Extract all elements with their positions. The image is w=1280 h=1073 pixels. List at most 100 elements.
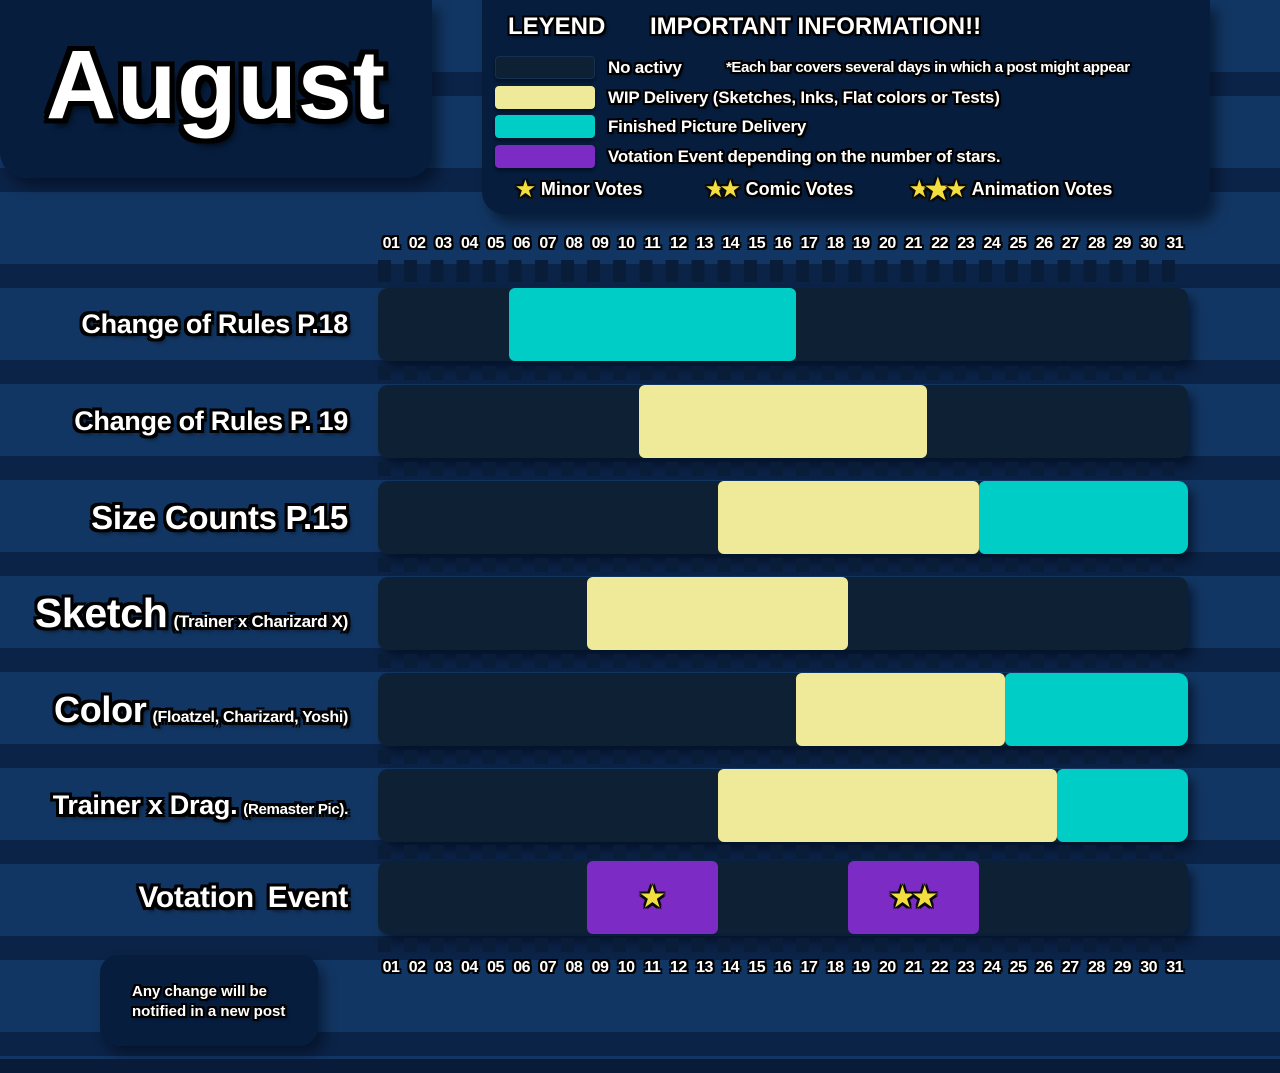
day-number: 17 [800, 959, 818, 976]
row-label-sub: (Floatzel, Charizard, Yoshi) [152, 709, 349, 726]
day-number: 14 [722, 959, 740, 976]
day-number: 05 [487, 959, 504, 976]
day-number: 16 [774, 235, 792, 252]
none-swatch [495, 56, 595, 79]
day-number: 31 [1166, 959, 1184, 976]
day-number: 03 [434, 959, 452, 976]
row-label: Sketch (Trainer x Charizard X) [0, 577, 362, 650]
star-icon: ★ [924, 173, 951, 206]
sprocket-strip [378, 845, 1188, 859]
footer-note-panel: Any change will be notified in a new pos… [100, 955, 318, 1046]
day-number: 27 [1061, 959, 1079, 976]
day-number: 19 [852, 959, 870, 976]
row-label-sub: (Remaster Pic). [243, 801, 348, 818]
row-label-main: Sketch [34, 590, 168, 636]
sprocket-strip [378, 462, 1188, 476]
day-number: 31 [1166, 235, 1184, 252]
stars-icon: ★ ★ ★ [910, 172, 966, 207]
vote-legend-group: ★ ★ ★ Animation Votes [910, 172, 1113, 207]
day-number: 26 [1035, 235, 1053, 252]
day-number: 15 [748, 959, 766, 976]
gantt-bar-wip [587, 577, 849, 650]
day-number: 27 [1061, 235, 1079, 252]
day-number: 21 [905, 959, 922, 976]
gantt-bar-finished [1057, 769, 1188, 842]
star-icon: ★ [910, 177, 929, 201]
day-number: 12 [670, 235, 687, 252]
day-number: 18 [826, 235, 844, 252]
day-number: 03 [434, 235, 452, 252]
day-number: 16 [774, 959, 792, 976]
day-number: 24 [983, 959, 1001, 976]
day-number: 01 [382, 235, 400, 252]
row-label-main: Color [54, 689, 147, 730]
row-label: Change of Rules P.18 [0, 288, 362, 361]
wip-swatch [495, 86, 595, 109]
sprocket-strip [378, 750, 1188, 764]
day-number: 11 [644, 235, 661, 252]
day-number: 08 [565, 959, 583, 976]
star-icon: ★ [706, 177, 725, 201]
day-number: 21 [905, 235, 922, 252]
gantt-track [378, 385, 1188, 458]
day-number: 13 [696, 959, 713, 976]
legend-item: No activy *Each bar covers several days i… [495, 56, 1197, 79]
day-number: 25 [1009, 235, 1027, 252]
day-number: 15 [748, 235, 766, 252]
day-number: 28 [1088, 235, 1105, 252]
vote-legend-group: ★ ★ Comic Votes [706, 174, 854, 204]
day-number: 12 [670, 959, 687, 976]
legend-important-heading: IMPORTANT INFORMATION!! [650, 13, 982, 40]
day-number: 30 [1140, 959, 1158, 976]
day-number: 11 [644, 959, 661, 976]
legend-item-note: *Each bar covers several days in which a… [726, 59, 1130, 76]
day-number: 06 [513, 235, 531, 252]
day-number: 19 [852, 235, 870, 252]
day-number: 14 [722, 235, 740, 252]
row-label-main: Trainer x Drag. [52, 790, 238, 820]
day-number: 23 [957, 235, 975, 252]
finished-swatch [495, 115, 595, 138]
day-number: 08 [565, 235, 583, 252]
day-number: 07 [539, 235, 557, 252]
legend-item: Finished Picture Delivery [495, 115, 1197, 138]
legend-item-label: WIP Delivery (Sketches, Inks, Flat color… [608, 87, 1000, 107]
row-label-main: Votation Event [138, 881, 348, 914]
legend-heading: LEYEND [508, 13, 606, 40]
day-number: 28 [1088, 959, 1105, 976]
day-number: 26 [1035, 959, 1053, 976]
star-icon: ★ [516, 177, 535, 201]
day-number: 22 [931, 959, 949, 976]
legend-item: WIP Delivery (Sketches, Inks, Flat color… [495, 86, 1197, 109]
gantt-track [378, 769, 1188, 842]
gantt-track: ★ ★ ★ [378, 861, 1188, 934]
bottom-edge-strip [0, 1059, 1280, 1073]
day-number: 09 [591, 235, 609, 252]
day-number: 02 [408, 235, 426, 252]
day-number: 20 [879, 235, 896, 252]
vote-label: Minor Votes [540, 178, 643, 199]
vote-label: Animation Votes [971, 178, 1113, 199]
vote-label: Comic Votes [745, 178, 854, 199]
gantt-track [378, 673, 1188, 746]
star-icon: ★ [912, 882, 937, 912]
vote-legend-group: ★ Minor Votes [516, 174, 643, 204]
stars-icon: ★ ★ [706, 177, 740, 202]
star-icon: ★ [720, 177, 740, 201]
gantt-bar-wip [796, 673, 1006, 746]
legend-panel: LEYEND IMPORTANT INFORMATION!! No activy… [482, 0, 1210, 214]
legend-item-label: No activy [608, 57, 682, 77]
day-number: 24 [983, 235, 1001, 252]
gantt-bar-wip [717, 769, 1058, 842]
day-number: 05 [487, 235, 504, 252]
stars-icon: ★ [516, 177, 535, 202]
row-label: Size Counts P.15 [0, 481, 362, 554]
gantt-bar-finished [1005, 673, 1188, 746]
day-number: 29 [1114, 959, 1131, 976]
day-number: 23 [957, 959, 975, 976]
day-number: 29 [1114, 235, 1131, 252]
row-label-main: Change of Rules P.18 [81, 309, 348, 339]
star-icon: ★ [890, 882, 915, 912]
row-label: Trainer x Drag. (Remaster Pic). [0, 769, 362, 842]
sprocket-strip [378, 260, 1188, 282]
